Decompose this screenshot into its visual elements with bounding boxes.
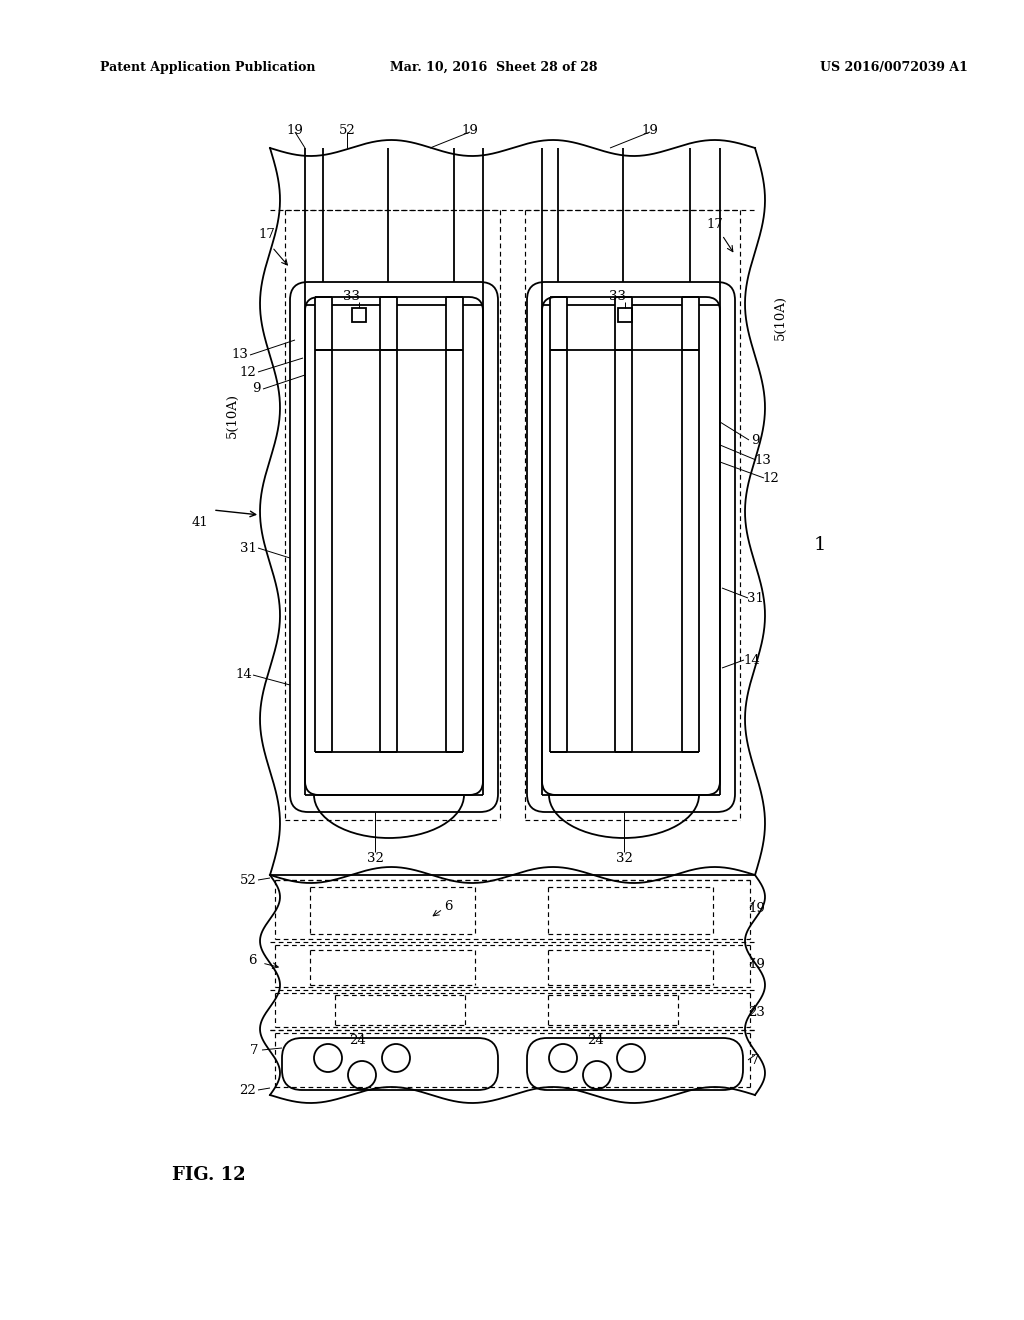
- Text: 24: 24: [587, 1034, 603, 1047]
- Text: FIG. 12: FIG. 12: [172, 1166, 246, 1184]
- Text: 9: 9: [252, 383, 260, 396]
- Text: 5(10A): 5(10A): [773, 296, 786, 341]
- Text: 22: 22: [240, 1084, 256, 1097]
- Text: 6: 6: [443, 899, 453, 912]
- Text: 13: 13: [231, 348, 249, 362]
- Text: 31: 31: [746, 591, 764, 605]
- Text: 52: 52: [240, 874, 256, 887]
- Text: 19: 19: [642, 124, 658, 136]
- Text: 19: 19: [287, 124, 303, 136]
- Text: 41: 41: [191, 516, 208, 528]
- Text: 31: 31: [240, 541, 256, 554]
- Text: Mar. 10, 2016  Sheet 28 of 28: Mar. 10, 2016 Sheet 28 of 28: [390, 61, 597, 74]
- Text: 13: 13: [755, 454, 771, 466]
- Text: 23: 23: [749, 1006, 765, 1019]
- Text: 32: 32: [615, 851, 633, 865]
- Text: 6: 6: [248, 953, 256, 966]
- Text: 19: 19: [749, 958, 765, 972]
- Text: 32: 32: [367, 851, 383, 865]
- Text: 7: 7: [751, 1053, 759, 1067]
- Bar: [618, 308, 632, 322]
- Text: 9: 9: [751, 433, 759, 446]
- Text: 7: 7: [250, 1044, 258, 1056]
- Text: 5(10A): 5(10A): [225, 392, 239, 437]
- Text: 19: 19: [749, 902, 765, 915]
- Text: 14: 14: [236, 668, 252, 681]
- Text: Patent Application Publication: Patent Application Publication: [100, 61, 315, 74]
- Text: 24: 24: [349, 1034, 367, 1047]
- Text: 33: 33: [343, 289, 360, 302]
- Text: US 2016/0072039 A1: US 2016/0072039 A1: [820, 61, 968, 74]
- Text: 17: 17: [259, 228, 275, 242]
- Text: 12: 12: [240, 366, 256, 379]
- Text: 12: 12: [763, 471, 779, 484]
- Bar: [352, 308, 366, 322]
- Text: 14: 14: [743, 653, 761, 667]
- Text: 19: 19: [462, 124, 478, 136]
- Text: 1: 1: [814, 536, 826, 554]
- Text: 33: 33: [609, 289, 627, 302]
- Text: 17: 17: [707, 219, 723, 231]
- Text: 52: 52: [339, 124, 355, 136]
